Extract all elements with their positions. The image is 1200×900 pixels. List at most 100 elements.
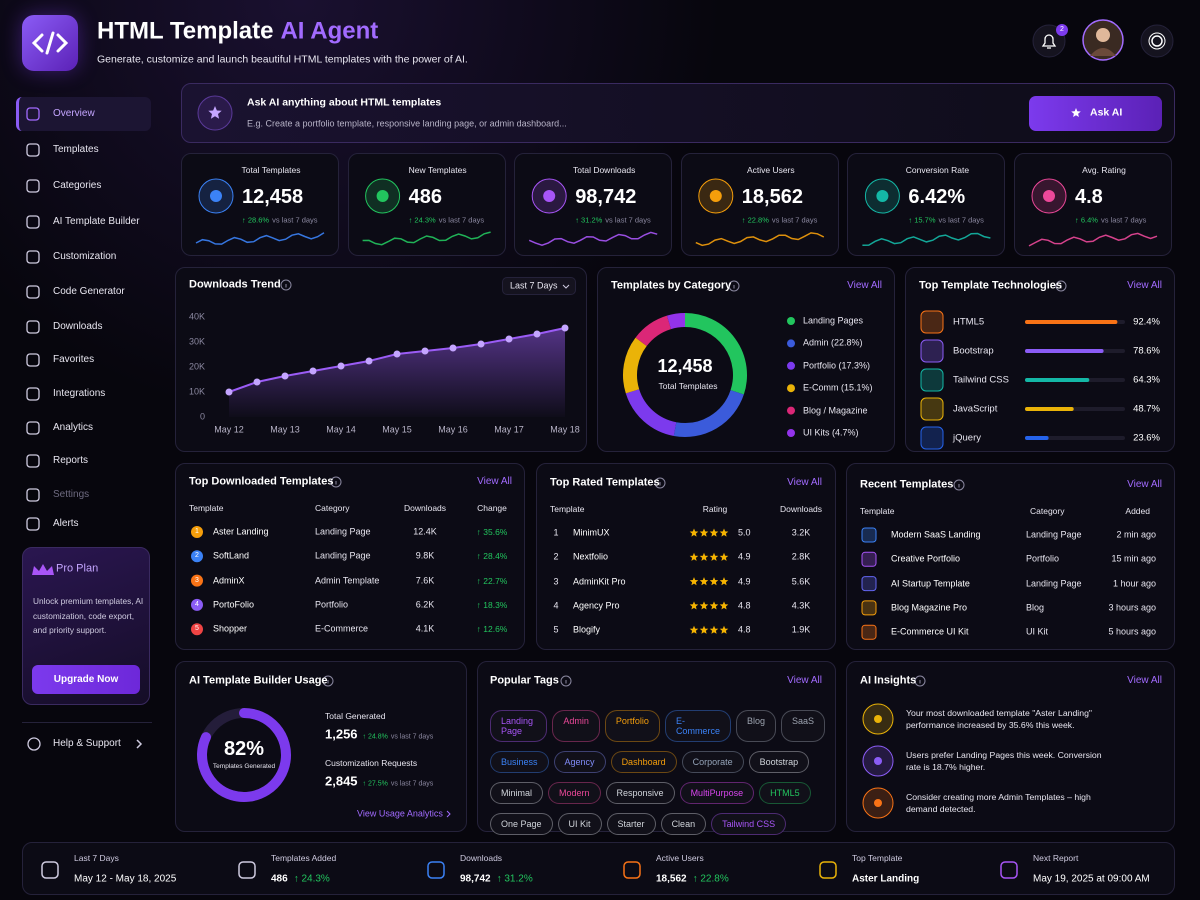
legend-dot <box>787 429 795 437</box>
ask-button <box>1029 96 1162 131</box>
template-name[interactable]: Modern SaaS Landing <box>891 529 981 540</box>
tag[interactable]: HTML5 <box>759 782 811 804</box>
tag[interactable]: Bootstrap <box>748 751 810 773</box>
nav-item[interactable]: Favorites <box>53 354 95 365</box>
metric-change: ↑ 27.5% <box>362 780 388 788</box>
y-tick-label: 20K <box>188 361 205 372</box>
tag[interactable]: Modern <box>548 782 601 804</box>
card-title: Downloads Trend <box>189 278 281 291</box>
usage-link[interactable]: View Usage Analytics <box>357 808 443 819</box>
tag-row: Business Agency Dashboard Corporate Bootstra… <box>490 751 830 773</box>
trend-point <box>533 330 541 338</box>
footer-label: Templates Added <box>271 852 337 863</box>
period-select[interactable]: Last 7 Days <box>510 280 558 291</box>
nav-item[interactable]: Customization <box>53 251 117 262</box>
tag[interactable]: Admin <box>552 710 600 742</box>
rating-value: 5.0 <box>738 527 751 538</box>
chevron <box>562 284 570 289</box>
tag[interactable]: One Page <box>490 813 553 835</box>
view-all-link[interactable]: View All <box>1127 280 1162 291</box>
upgrade-button-label[interactable]: Upgrade Now <box>53 674 119 685</box>
nav-item[interactable]: Integrations <box>53 388 106 399</box>
tag[interactable]: Tailwind CSS <box>711 813 787 835</box>
nav-item[interactable]: Alerts <box>53 518 79 529</box>
tag[interactable]: Blog <box>735 710 776 742</box>
template-name[interactable]: Agency Pro <box>573 600 620 611</box>
template-name[interactable]: AI Startup Template <box>891 578 970 589</box>
nav-icon <box>26 143 40 157</box>
star-icon <box>709 577 719 586</box>
tag[interactable]: Minimal <box>490 782 544 804</box>
tech-icon <box>920 426 944 450</box>
tag[interactable]: Corporate <box>681 751 744 773</box>
footer-bar <box>22 842 1175 895</box>
upgrade-button <box>32 665 140 694</box>
nav-item[interactable]: AI Template Builder <box>53 216 140 227</box>
template-downloads: 6.2K <box>415 599 435 610</box>
template-name[interactable]: E-Commerce UI Kit <box>891 626 969 637</box>
stat-label: Active Users <box>746 164 795 175</box>
template-name[interactable]: Creative Portfolio <box>891 553 961 564</box>
insight-icon-glyph <box>874 757 882 765</box>
tag[interactable]: Starter <box>606 813 656 835</box>
legend-dot <box>787 406 795 415</box>
help-link[interactable]: Help & Support <box>53 738 121 749</box>
avatar-body <box>1090 48 1116 56</box>
nav-item[interactable]: Templates <box>53 144 99 155</box>
view-all-link[interactable]: View All <box>1127 479 1162 490</box>
template-name[interactable]: AdminKit Pro <box>573 576 626 587</box>
nav-item[interactable]: Overview <box>53 108 95 119</box>
insights-card <box>846 661 1175 832</box>
tag[interactable]: Landing Page <box>490 710 548 742</box>
rank-badge <box>191 598 203 611</box>
tag[interactable]: Agency <box>553 751 606 773</box>
template-name[interactable]: Blog Magazine Pro <box>891 602 968 613</box>
view-all-link[interactable]: View All <box>477 476 512 487</box>
template-name[interactable]: Nextfolio <box>573 551 609 562</box>
column-header: Change <box>477 502 507 513</box>
crown-icon <box>32 564 54 575</box>
tag[interactable]: SaaS <box>780 710 825 742</box>
template-name[interactable]: SoftLand <box>213 550 250 561</box>
template-name[interactable]: Shopper <box>213 623 248 634</box>
tag[interactable]: Portfolio <box>604 710 660 742</box>
ask-input[interactable]: E.g. Create a portfolio template, respon… <box>247 118 567 129</box>
ask-button-label[interactable]: Ask AI <box>1090 106 1123 119</box>
tag[interactable]: E-Commerce <box>664 710 731 742</box>
stat-card <box>1014 153 1172 256</box>
footer-label: Top Template <box>852 852 903 863</box>
nav-item[interactable]: Downloads <box>53 321 103 332</box>
tag[interactable]: UI Kit <box>557 813 602 835</box>
legend-label: E-Comm (15.1%) <box>803 382 873 393</box>
star-icon <box>719 552 729 561</box>
stat-change-row: ↑ 22.8% vs last 7 days <box>742 208 818 227</box>
avatar-face <box>1096 28 1110 42</box>
template-name[interactable]: MinimUX <box>573 527 610 538</box>
footer-change: ↑ 31.2% <box>496 873 533 885</box>
nav-item[interactable]: Code Generator <box>53 286 125 297</box>
stat-change: ↑ 31.2% <box>575 215 603 225</box>
view-all-link[interactable]: View All <box>847 280 882 291</box>
view-all-link[interactable]: View All <box>1127 675 1162 686</box>
nav-item[interactable]: Analytics <box>53 422 94 433</box>
view-all-link[interactable]: View All <box>787 675 822 686</box>
usage-ring-label: Templates Generated <box>212 763 276 771</box>
template-name[interactable]: PortoFolio <box>213 599 255 610</box>
template-name[interactable]: Aster Landing <box>213 526 269 537</box>
card-title: Recent Templates <box>860 478 954 491</box>
nav-item[interactable]: Settings <box>53 489 90 500</box>
nav-item[interactable]: Categories <box>53 180 102 191</box>
tag[interactable]: Responsive <box>605 782 675 804</box>
template-name[interactable]: AdminX <box>213 575 245 586</box>
nav-item[interactable]: Reports <box>53 455 89 466</box>
stat-change-row: ↑ 28.6% vs last 7 days <box>242 208 318 227</box>
view-all-link[interactable]: View All <box>787 477 822 488</box>
template-name[interactable]: Blogify <box>573 624 601 635</box>
template-downloads: 1.9K <box>791 624 811 635</box>
tag[interactable]: Business <box>490 751 549 773</box>
trend-point <box>253 378 261 386</box>
tag[interactable]: Clean <box>660 813 707 835</box>
tag[interactable]: Dashboard <box>610 751 677 773</box>
x-tick-label: May 14 <box>326 424 356 435</box>
tag[interactable]: MultiPurpose <box>679 782 755 804</box>
